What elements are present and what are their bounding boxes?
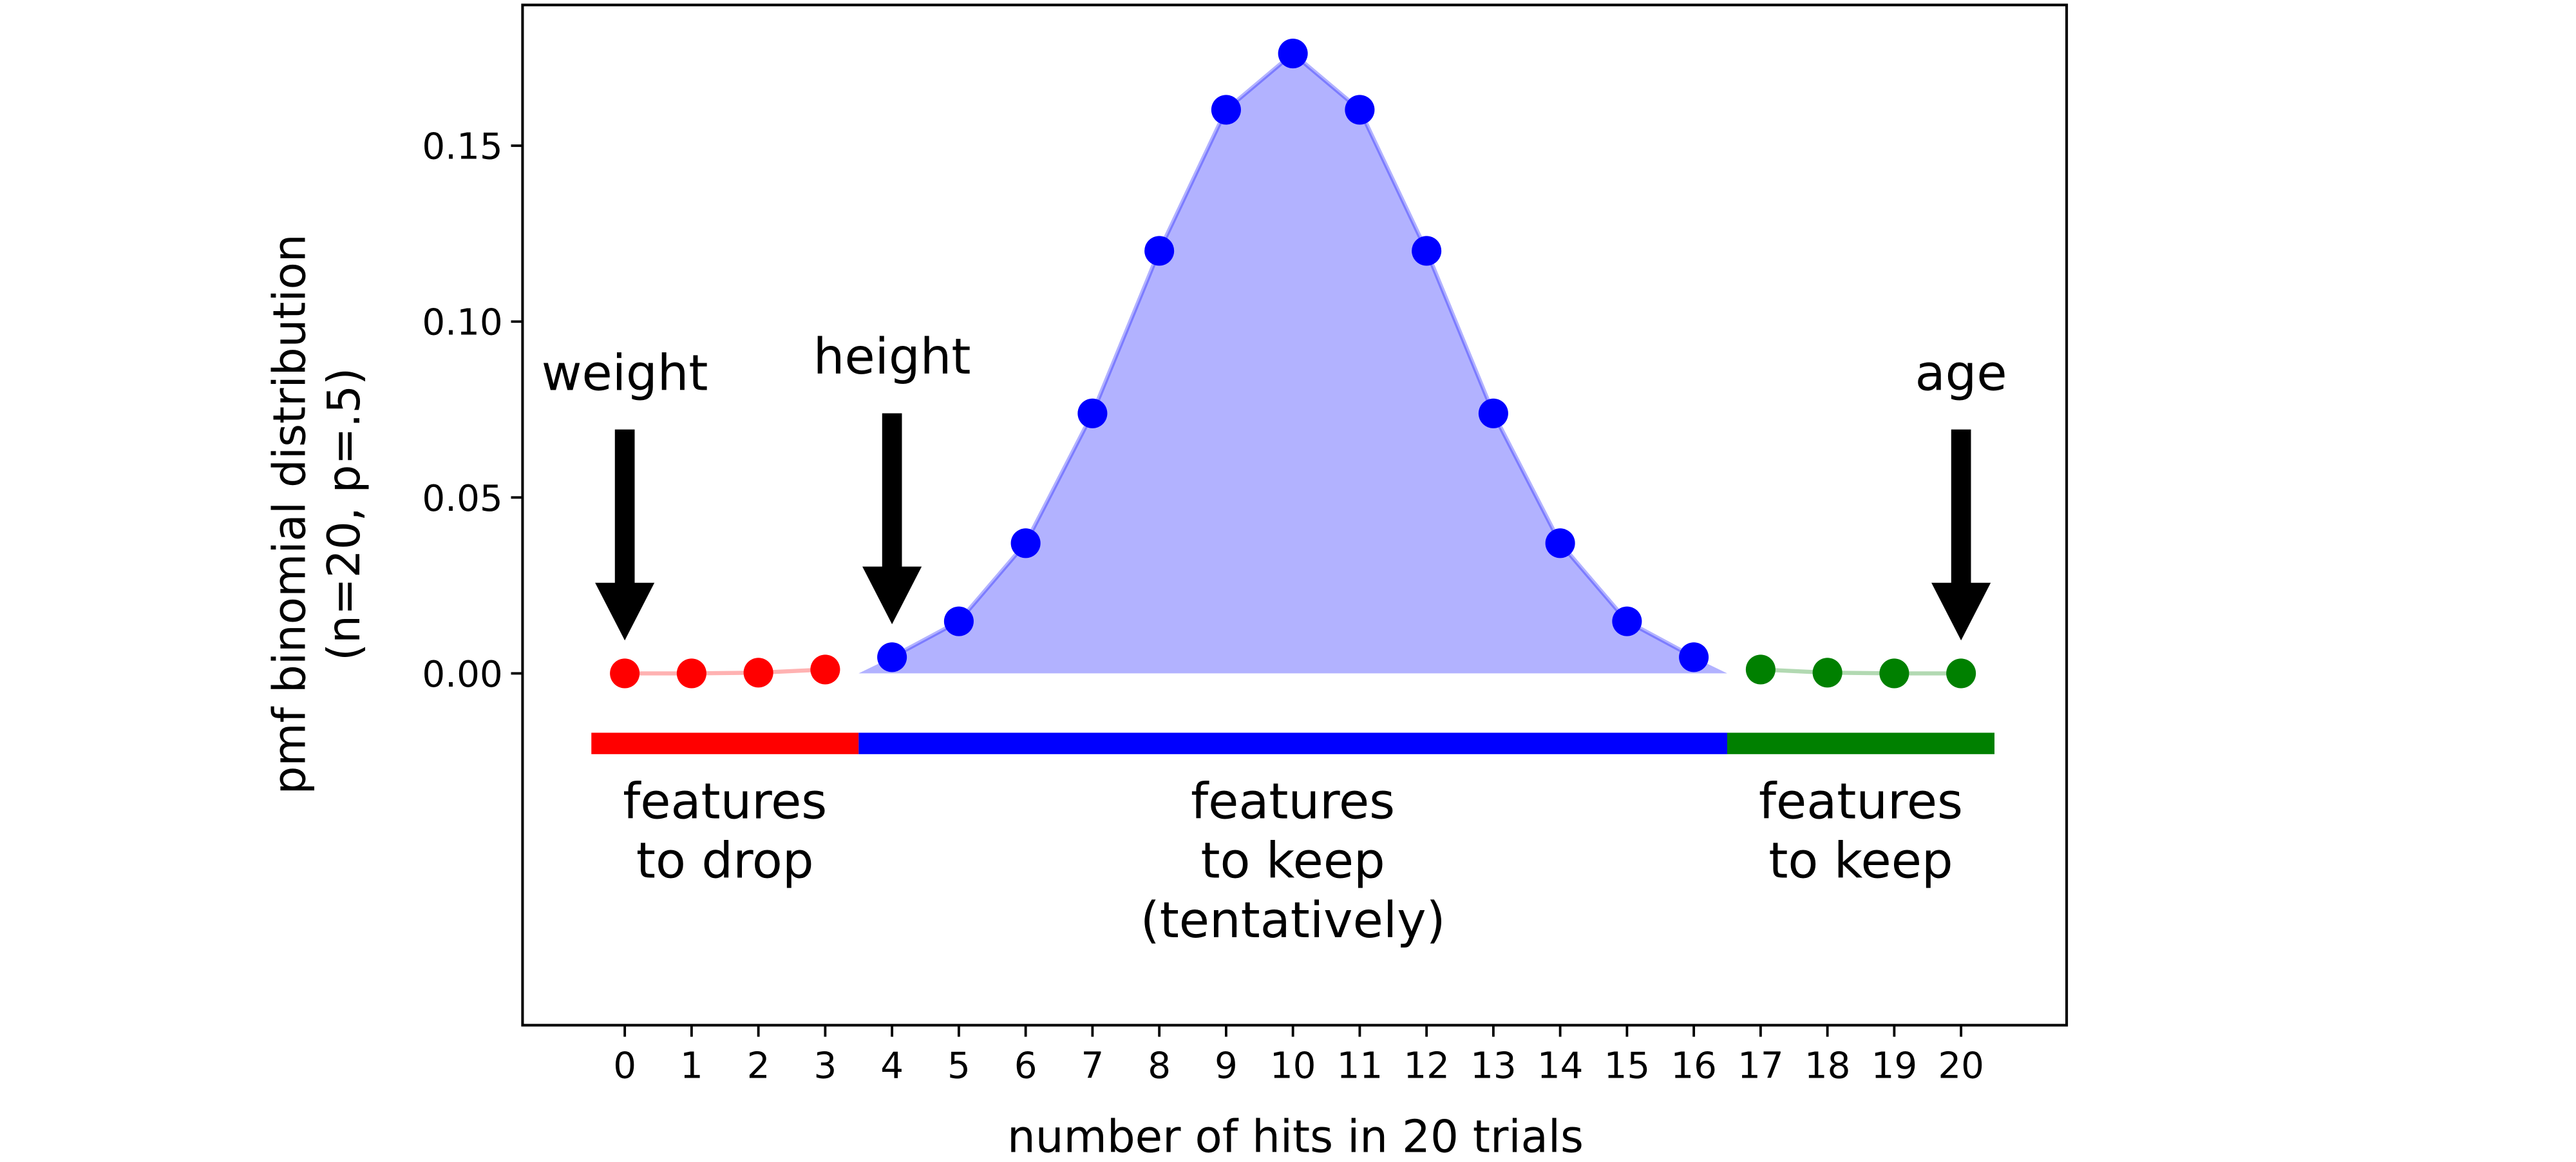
x-tick-label: 7 <box>1081 1045 1104 1087</box>
point <box>1612 606 1642 636</box>
x-tick-label: 0 <box>613 1045 636 1087</box>
x-tick-label: 13 <box>1470 1045 1517 1087</box>
y-axis-label: pmf binomial distribution <box>265 234 316 794</box>
arrow <box>595 429 655 641</box>
point <box>810 654 840 685</box>
x-tick-label: 4 <box>880 1045 904 1087</box>
point <box>610 658 640 689</box>
band-label: to keep <box>1200 833 1385 890</box>
x-tick-label: 1 <box>680 1045 703 1087</box>
point <box>1679 642 1709 672</box>
band-label: to keep <box>1768 833 1953 890</box>
point <box>1545 528 1575 558</box>
x-tick-label: 10 <box>1270 1045 1316 1087</box>
x-tick-label: 19 <box>1871 1045 1918 1087</box>
y-tick-label: 0.10 <box>422 302 502 344</box>
point <box>676 658 706 689</box>
point <box>1077 398 1108 428</box>
band-label: features <box>1759 774 1963 831</box>
x-tick-label: 2 <box>747 1045 770 1087</box>
x-tick-label: 3 <box>813 1045 837 1087</box>
band-label: features <box>623 774 827 831</box>
point <box>1211 95 1241 125</box>
x-tick-label: 5 <box>947 1045 971 1087</box>
annotation: age <box>1915 345 2007 402</box>
point <box>1412 236 1442 266</box>
point <box>1879 658 1909 689</box>
arrow <box>1931 429 1991 641</box>
band-label: to drop <box>636 833 814 890</box>
point <box>943 606 974 636</box>
y-axis-label: (n=20, p=.5) <box>319 368 370 661</box>
point <box>1278 39 1308 69</box>
x-axis-label: number of hits in 20 trials <box>1007 1112 1584 1162</box>
x-tick-label: 9 <box>1215 1045 1238 1087</box>
band-label: (tentatively) <box>1141 892 1446 949</box>
band <box>591 732 859 754</box>
band <box>1727 732 1995 754</box>
x-tick-label: 6 <box>1014 1045 1037 1087</box>
y-tick-label: 0.00 <box>422 654 502 696</box>
x-tick-label: 11 <box>1337 1045 1383 1087</box>
point <box>1812 658 1842 688</box>
point <box>743 658 773 688</box>
point <box>1745 654 1776 685</box>
x-tick-label: 18 <box>1804 1045 1851 1087</box>
arrow <box>862 413 922 625</box>
band-label: features <box>1191 774 1395 831</box>
x-tick-label: 8 <box>1148 1045 1171 1087</box>
band <box>858 732 1728 754</box>
point <box>1946 658 1976 689</box>
y-tick-label: 0.05 <box>422 478 502 520</box>
annotation: height <box>813 329 971 386</box>
x-tick-label: 16 <box>1671 1045 1717 1087</box>
point <box>1478 398 1508 428</box>
x-tick-label: 12 <box>1403 1045 1450 1087</box>
annotation: weight <box>542 345 708 402</box>
point <box>1345 95 1375 125</box>
series-line <box>1760 667 1962 676</box>
point <box>877 642 907 672</box>
x-tick-label: 14 <box>1537 1045 1584 1087</box>
x-tick-label: 20 <box>1938 1045 1984 1087</box>
x-tick-label: 17 <box>1738 1045 1784 1087</box>
x-tick-label: 15 <box>1604 1045 1651 1087</box>
point <box>1010 528 1041 558</box>
area-fill <box>858 53 1728 674</box>
series-line <box>625 667 826 676</box>
point <box>1144 236 1175 266</box>
plot-frame <box>521 3 2069 1027</box>
y-tick-label: 0.15 <box>422 126 502 168</box>
